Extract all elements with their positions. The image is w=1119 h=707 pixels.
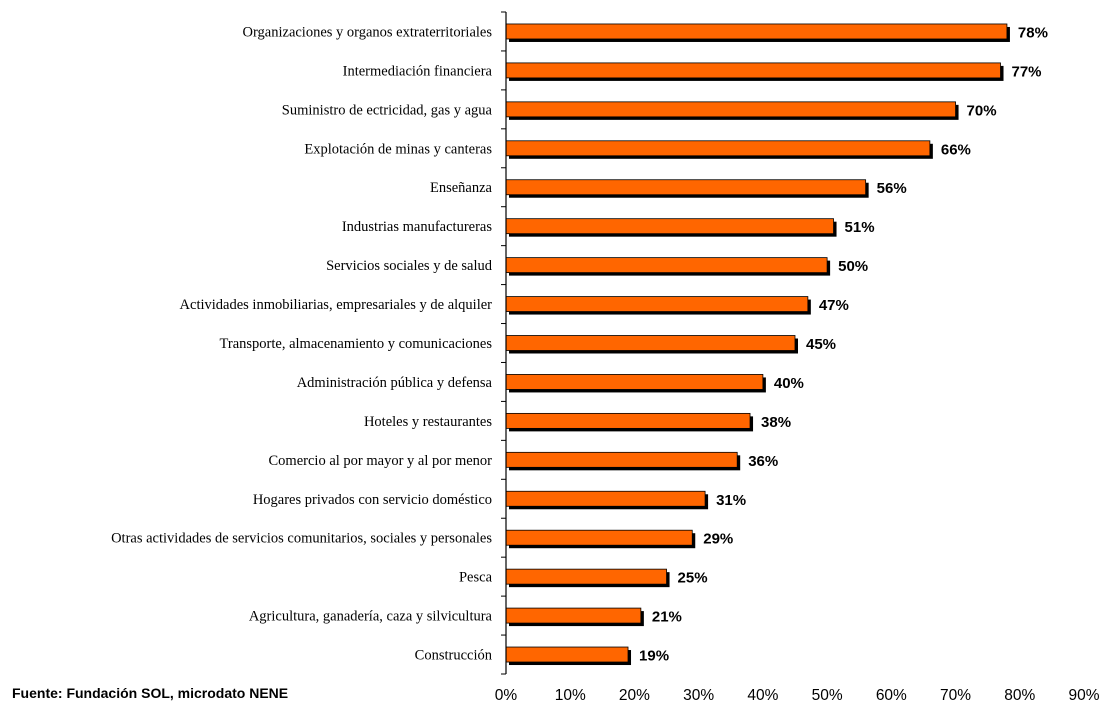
bar bbox=[505, 23, 1008, 40]
category-label: Suministro de ectricidad, gas y agua bbox=[282, 102, 493, 118]
data-label: 77% bbox=[1012, 63, 1042, 80]
data-label: 40% bbox=[774, 375, 804, 392]
bar bbox=[505, 140, 931, 157]
x-tick-label: 90% bbox=[1068, 687, 1099, 704]
bar bbox=[505, 101, 956, 118]
bar bbox=[505, 529, 693, 546]
category-label: Otras actividades de servicios comunitar… bbox=[111, 531, 492, 547]
bar bbox=[505, 218, 834, 235]
source-note: Fuente: Fundación SOL, microdato NENE bbox=[12, 685, 288, 701]
category-label: Enseñanza bbox=[430, 180, 493, 196]
bar bbox=[505, 607, 642, 624]
category-label: Transporte, almacenamiento y comunicacio… bbox=[220, 336, 493, 352]
category-label: Intermediación financiera bbox=[343, 63, 493, 79]
x-tick-label: 70% bbox=[940, 687, 971, 704]
category-label: Construcción bbox=[415, 648, 493, 664]
data-label: 45% bbox=[806, 336, 836, 353]
axis-layer bbox=[501, 11, 507, 675]
bar bbox=[505, 374, 764, 390]
x-tick-label: 60% bbox=[876, 687, 907, 704]
category-label: Hoteles y restaurantes bbox=[364, 414, 492, 430]
category-label: Actividades inmobiliarias, empresariales… bbox=[180, 297, 493, 313]
category-label: Servicios sociales y de salud bbox=[326, 258, 493, 274]
x-tick-label: 80% bbox=[1004, 687, 1035, 704]
x-tick-label: 50% bbox=[812, 687, 843, 704]
category-label: Industrias manufactureras bbox=[342, 219, 493, 235]
bar bbox=[505, 451, 738, 468]
bar bbox=[505, 568, 667, 585]
x-tick-label: 20% bbox=[619, 687, 650, 704]
bar bbox=[505, 335, 796, 351]
data-label: 19% bbox=[639, 648, 669, 665]
bar bbox=[505, 412, 751, 429]
data-label: 66% bbox=[941, 141, 971, 158]
data-label: 47% bbox=[819, 297, 849, 314]
data-label: 51% bbox=[845, 219, 875, 236]
bar bbox=[505, 179, 867, 196]
category-label: Organizaciones y organos extraterritoria… bbox=[243, 24, 493, 40]
category-label: Explotación de minas y canteras bbox=[304, 141, 492, 157]
data-label: 36% bbox=[748, 453, 778, 470]
bar bbox=[505, 490, 706, 507]
bar bbox=[505, 646, 629, 663]
data-label: 29% bbox=[703, 531, 733, 548]
data-label: 50% bbox=[838, 258, 868, 275]
bar bbox=[505, 257, 828, 274]
category-label: Administración pública y defensa bbox=[297, 375, 493, 391]
data-label: 25% bbox=[678, 570, 708, 587]
data-label: 38% bbox=[761, 414, 791, 431]
x-tick-label: 10% bbox=[555, 687, 586, 704]
category-label: Pesca bbox=[459, 570, 493, 586]
labels-layer: Organizaciones y organos extraterritoria… bbox=[111, 24, 1100, 704]
data-label: 21% bbox=[652, 609, 682, 626]
category-label: Agricultura, ganadería, caza y silvicult… bbox=[249, 609, 493, 625]
data-label: 31% bbox=[716, 492, 746, 509]
x-tick-label: 40% bbox=[747, 687, 778, 704]
category-label: Comercio al por mayor y al por menor bbox=[269, 453, 493, 469]
x-tick-label: 0% bbox=[495, 687, 518, 704]
data-label: 70% bbox=[967, 102, 997, 119]
data-label: 56% bbox=[877, 180, 907, 197]
x-tick-label: 30% bbox=[683, 687, 714, 704]
bar bbox=[505, 62, 1001, 79]
bar bbox=[505, 296, 809, 312]
category-label: Hogares privados con servicio doméstico bbox=[253, 492, 492, 508]
data-label: 78% bbox=[1018, 24, 1048, 41]
bars-layer bbox=[505, 23, 1010, 666]
